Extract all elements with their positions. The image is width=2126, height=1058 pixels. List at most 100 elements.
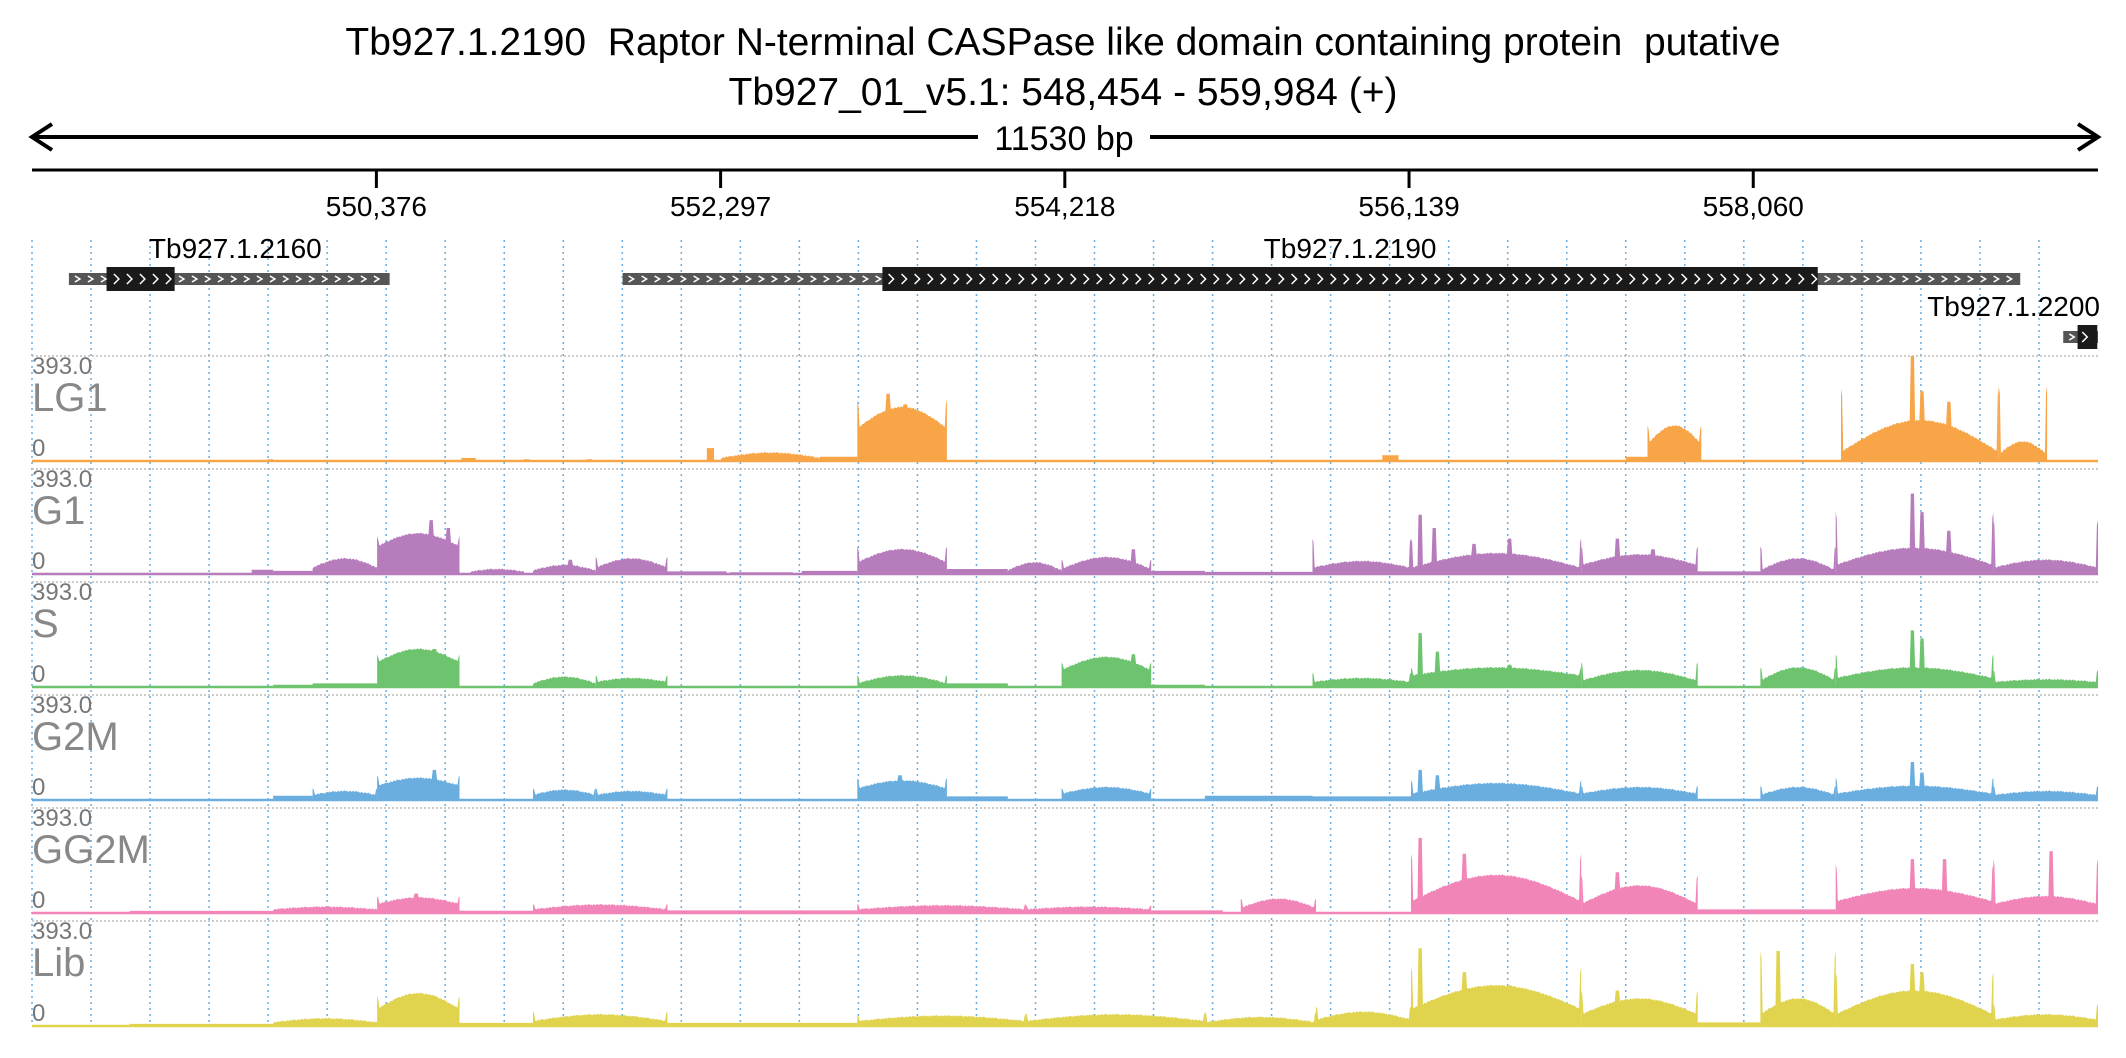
coverage-area	[1204, 571, 1313, 573]
strand-chevron	[269, 275, 277, 283]
span-label: 11530 bp	[994, 120, 1133, 158]
strand-chevron	[745, 275, 753, 283]
coverage-area	[377, 769, 460, 799]
strand-chevron	[1759, 273, 1766, 285]
strand-chevron	[1031, 273, 1038, 285]
coverage-area	[1993, 1003, 2098, 1025]
track-g1: 393.0 0 G1	[32, 466, 2098, 576]
strand-chevron	[1291, 273, 1298, 285]
strand-chevron	[1369, 273, 1376, 285]
coverage-area	[857, 775, 947, 799]
strand-chevron	[784, 275, 792, 283]
strand-chevron	[953, 273, 960, 285]
strand-chevron	[347, 275, 355, 283]
track-label: LG1	[32, 376, 108, 420]
coverage-area	[1151, 910, 1223, 912]
coverage-area	[946, 796, 1008, 799]
x-tick-label: 556,139	[1358, 191, 1459, 222]
strand-chevron	[243, 275, 251, 283]
ymin-label: 0	[32, 661, 45, 688]
strand-chevron	[1083, 273, 1090, 285]
strand-chevron	[217, 275, 225, 283]
strand-chevron	[1512, 273, 1519, 285]
strand-chevron	[1447, 273, 1454, 285]
strand-chevron	[1993, 275, 2001, 283]
strand-chevron	[139, 273, 146, 285]
chart-subtitle: Tb927_01_v5.1: 548,454 - 559,984 (+)	[728, 71, 1398, 114]
strand-chevron	[1460, 273, 1467, 285]
coverage-area	[1411, 769, 1582, 799]
ymax-label: 393.0	[32, 918, 92, 945]
strand-chevron	[1044, 273, 1051, 285]
strand-chevron	[1486, 273, 1493, 285]
strand-chevron	[1330, 273, 1337, 285]
strand-chevron	[74, 275, 82, 283]
strand-chevron	[2006, 275, 2014, 283]
coverage-area	[857, 1014, 1026, 1025]
strand-chevron	[1057, 273, 1064, 285]
coverage-area	[1697, 909, 1836, 912]
strand-chevron	[1135, 273, 1142, 285]
coverage-area	[273, 795, 313, 799]
coverage-area	[1581, 872, 1698, 912]
strand-chevron	[1967, 275, 1975, 283]
coverage-area	[1760, 950, 1836, 1025]
coverage-area	[595, 788, 668, 799]
coverage-area	[1007, 561, 1062, 573]
coverage-area	[273, 684, 313, 686]
track-s: 393.0 0 S	[32, 579, 2098, 689]
strand-chevron	[1174, 273, 1181, 285]
strand-chevron	[979, 273, 986, 285]
strand-chevron	[1109, 273, 1116, 285]
strand-chevron	[940, 273, 947, 285]
strand-chevron	[1005, 273, 1012, 285]
ymin-label: 0	[32, 548, 45, 575]
track-label: GG2M	[32, 828, 150, 872]
strand-chevron	[1265, 273, 1272, 285]
strand-chevron	[1577, 273, 1584, 285]
coverage-area	[1316, 1006, 1411, 1025]
strand-chevron	[693, 275, 701, 283]
strand-chevron	[1811, 273, 1818, 285]
strand-chevron	[1317, 273, 1324, 285]
track-g2m: 393.0 0 G2M	[32, 692, 2098, 802]
coverage-area	[1760, 546, 1836, 573]
strand-chevron	[1200, 273, 1207, 285]
strand-chevron	[321, 275, 329, 283]
coverage-area	[1382, 455, 1399, 460]
coverage-area	[946, 569, 1008, 573]
coverage-area	[1697, 1022, 1761, 1025]
coverage-area	[706, 448, 714, 460]
track-gg2m: 393.0 0 GG2M	[32, 805, 2098, 915]
strand-chevron	[1694, 273, 1701, 285]
strand-chevron	[308, 275, 316, 283]
coverage-area	[312, 683, 378, 686]
coverage-area	[1061, 654, 1152, 686]
coverage-area	[1993, 670, 2098, 686]
gene-label: Tb927.1.2160	[149, 233, 322, 264]
strand-chevron	[1538, 273, 1545, 285]
gene-label: Tb927.1.2200	[1927, 291, 2100, 322]
strand-chevron	[334, 275, 342, 283]
strand-chevron	[901, 273, 908, 285]
strand-chevron	[1096, 273, 1103, 285]
strand-chevron	[1304, 273, 1311, 285]
strand-chevron	[1382, 273, 1389, 285]
coverage-area	[1240, 898, 1316, 912]
coverage-area	[1993, 851, 2098, 912]
strand-chevron	[126, 273, 133, 285]
strand-chevron	[1408, 273, 1415, 285]
coverage-area	[1760, 785, 1836, 799]
strand-chevron	[1018, 273, 1025, 285]
strand-chevron	[667, 275, 675, 283]
coverage-area	[667, 571, 727, 573]
coverage-area	[857, 546, 947, 573]
track-lib: 393.0 0 Lib	[32, 918, 2098, 1028]
strand-chevron	[1252, 273, 1259, 285]
coverage-area	[312, 788, 378, 799]
coverage-area	[1841, 356, 1999, 460]
strand-chevron	[810, 275, 818, 283]
coverage-area	[1998, 385, 2048, 460]
strand-chevron	[1356, 273, 1363, 285]
ymax-label: 393.0	[32, 805, 92, 832]
